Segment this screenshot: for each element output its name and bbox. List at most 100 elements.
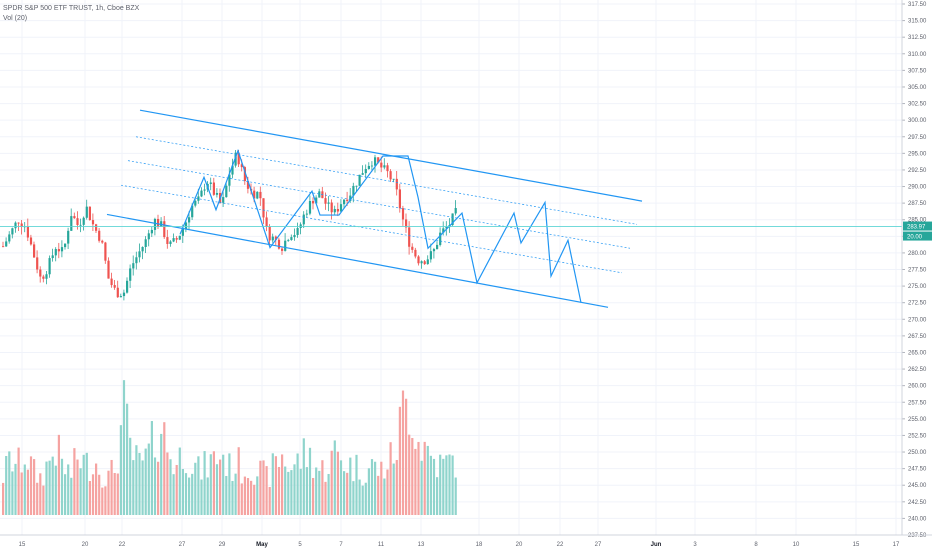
price-tick-label: 290.00 <box>908 185 927 191</box>
candle-body <box>153 218 157 230</box>
candle-body <box>91 220 95 225</box>
volume-bar <box>361 485 364 515</box>
volume-bar <box>132 460 135 515</box>
price-tick-label: 280.00 <box>908 251 927 257</box>
volume-bar <box>188 477 191 515</box>
candle-body <box>312 201 315 204</box>
volume-bar <box>181 469 184 515</box>
candle-body <box>324 198 327 204</box>
volume-bar <box>212 451 215 515</box>
volume-bar <box>104 486 107 515</box>
volume-bar <box>129 437 132 515</box>
candle-body <box>222 197 225 203</box>
candle-body <box>398 189 401 209</box>
candle-body <box>426 259 429 265</box>
candle-body <box>57 249 60 252</box>
volume-bar <box>355 454 358 515</box>
candle-body <box>436 244 439 250</box>
volume-bar <box>110 459 113 515</box>
volume-bar <box>302 438 305 515</box>
candle-body <box>147 233 150 240</box>
candle-body <box>60 247 64 252</box>
time-tick-label: 17 <box>893 542 900 548</box>
candle-body <box>274 236 277 240</box>
volume-bar <box>398 406 401 515</box>
volume-bar <box>318 470 321 515</box>
volume-bar <box>426 445 429 515</box>
candle-body <box>42 276 45 279</box>
price-tick-label: 237.50 <box>908 533 927 539</box>
volume-bar <box>234 473 237 515</box>
candle-body <box>5 241 8 247</box>
candle-body <box>17 222 20 224</box>
candle-body <box>98 230 101 241</box>
volume-bar <box>144 448 147 515</box>
channel-mid-dashed-line[interactable] <box>120 184 623 274</box>
volume-bar <box>380 461 383 515</box>
candle-body <box>101 240 104 243</box>
time-tick-label: 22 <box>119 542 126 548</box>
candle-body <box>327 202 330 204</box>
volume-bar <box>240 483 243 515</box>
candle-body <box>51 255 54 259</box>
price-tick-label: 250.00 <box>908 450 927 456</box>
volume-bar <box>389 442 392 515</box>
time-axis: 15 20 22 27 29 May 5 7 11 13 18 20 22 27 Jun 3 8 10 15 17 <box>0 534 932 548</box>
price-tick-label: 295.00 <box>908 151 927 157</box>
volume-bar <box>85 452 88 515</box>
channel-mid-dashed-line[interactable] <box>127 160 631 249</box>
volume-bar <box>209 454 212 515</box>
volume-bar <box>23 464 26 515</box>
candle-body <box>417 256 420 264</box>
candle-body <box>414 249 417 257</box>
projection-path[interactable] <box>179 148 582 303</box>
volume-bar <box>73 448 76 515</box>
candle-body <box>346 199 349 201</box>
candle-body <box>429 251 432 260</box>
candle-body <box>231 165 234 175</box>
candle-body <box>122 292 126 297</box>
candle-body <box>318 191 321 198</box>
candle-body <box>454 208 457 214</box>
candle-body <box>36 257 39 270</box>
candle-body <box>48 258 51 275</box>
volume-bar <box>370 459 374 515</box>
candle-body <box>212 182 215 195</box>
candle-body <box>150 229 153 234</box>
volume-bar <box>308 447 312 515</box>
volume-bar <box>327 473 330 515</box>
candle-body <box>135 257 138 264</box>
price-tick-label: 255.00 <box>908 417 927 423</box>
candle-body <box>45 274 48 279</box>
volume-bar <box>116 473 119 515</box>
channel-lower-line[interactable] <box>106 213 609 308</box>
candle-body <box>64 243 67 248</box>
candle-body <box>339 204 343 212</box>
price-tick-label: 292.50 <box>908 168 927 174</box>
volume-bar <box>42 485 45 515</box>
candle-body <box>234 152 237 166</box>
candle-body <box>451 213 454 226</box>
candle-body <box>39 269 42 277</box>
candle-body <box>349 195 352 201</box>
candle-body <box>20 223 23 227</box>
volume-bar <box>324 481 327 515</box>
candle-body <box>70 216 73 231</box>
candle-body <box>256 191 259 199</box>
volume-bar <box>290 470 293 515</box>
symbol-title: SPDR S&P 500 ETF TRUST, 1h, Cboe BZX <box>3 5 140 12</box>
price-tick-label: 270.00 <box>908 317 927 323</box>
price-tick-label: 307.50 <box>908 68 927 74</box>
price-tick-label: 240.00 <box>908 516 927 522</box>
candle-body <box>132 263 135 269</box>
candle-body <box>188 217 191 223</box>
price-tick-label: 277.50 <box>908 268 927 274</box>
candle-body <box>181 229 184 236</box>
candle-body <box>423 261 426 265</box>
channel-mid-dashed-line[interactable] <box>135 136 638 225</box>
price-tick-label: 310.00 <box>908 52 927 58</box>
candle-body <box>265 217 268 227</box>
price-tick-label: 297.50 <box>908 135 927 141</box>
